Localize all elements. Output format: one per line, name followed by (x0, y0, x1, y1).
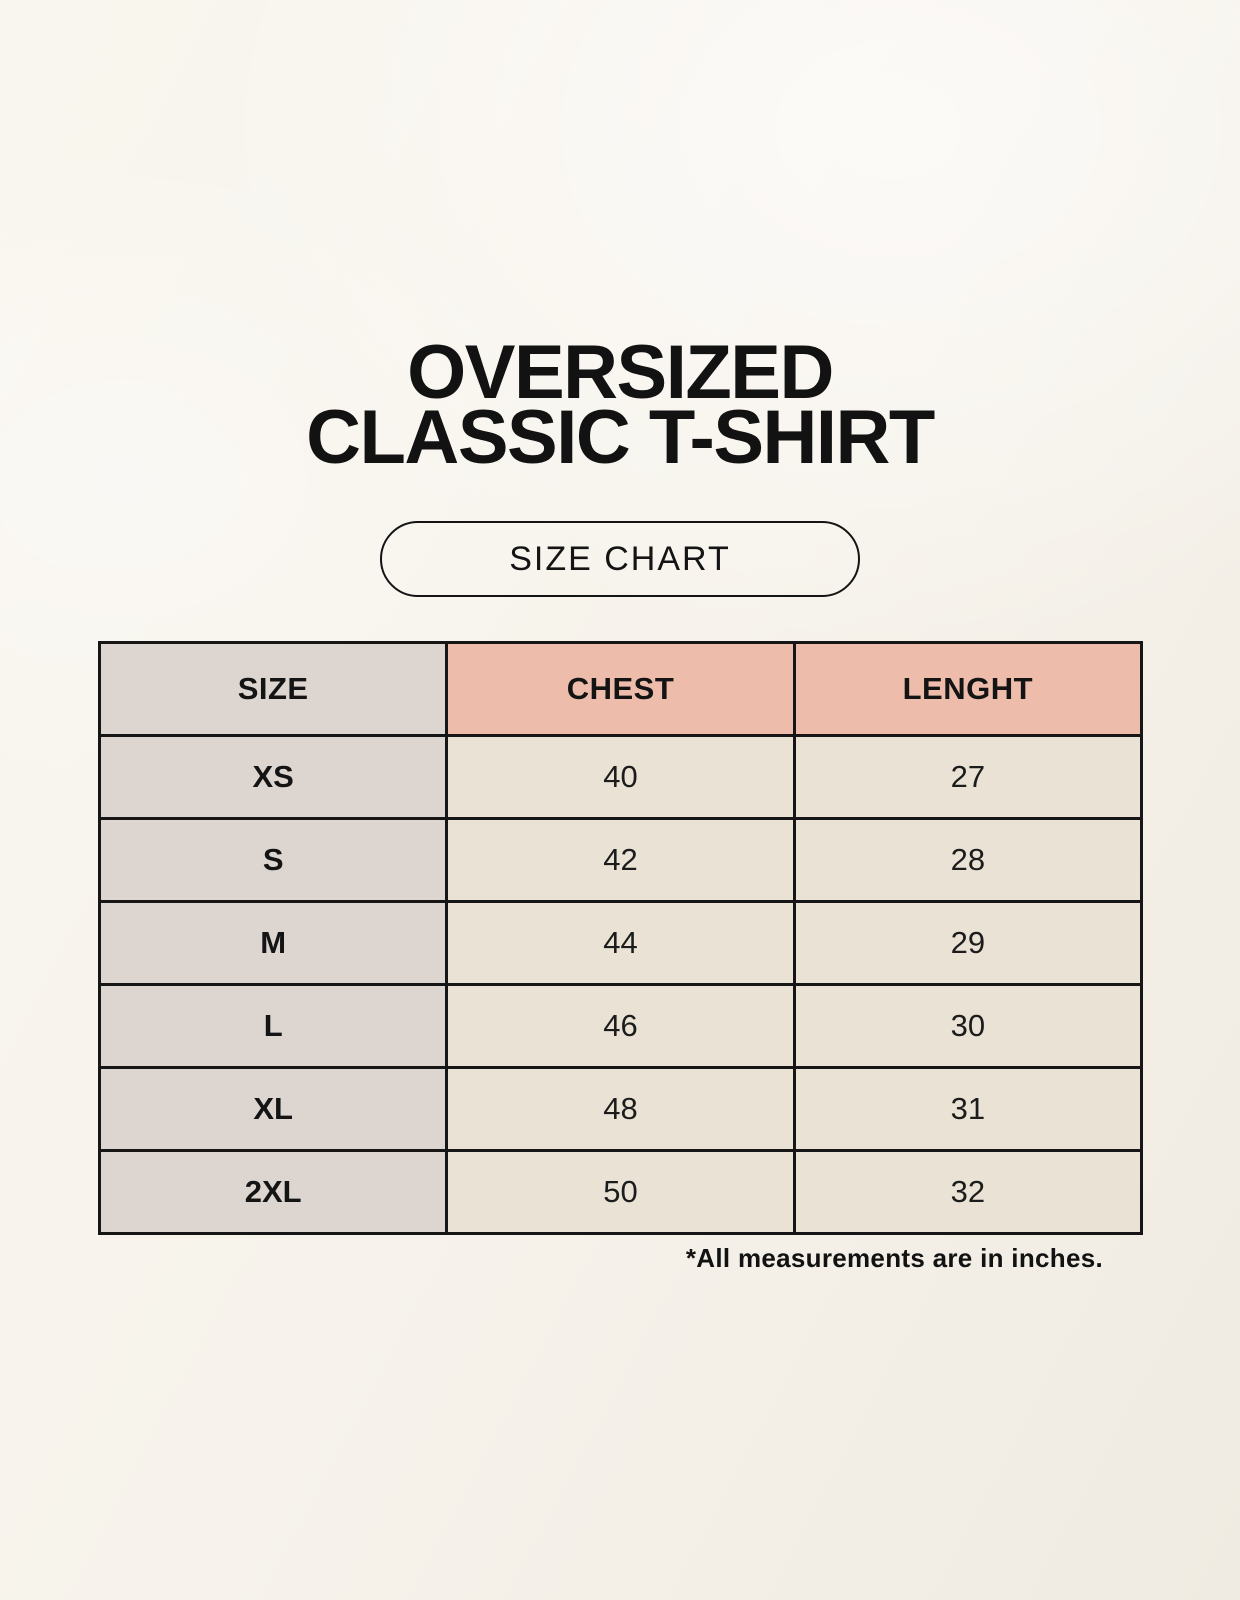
length-value: 28 (792, 817, 1144, 903)
size-label: S (97, 817, 449, 903)
chest-value: 46 (445, 983, 796, 1069)
table-row: 2XL 50 32 (97, 1149, 1144, 1235)
page-title-line-2: CLASSIC T-SHIRT (306, 395, 935, 480)
length-value: 29 (792, 900, 1144, 986)
column-header-size: SIZE (97, 641, 449, 737)
length-value: 32 (792, 1149, 1144, 1235)
size-chart-button-label: SIZE CHART (509, 539, 731, 578)
size-label: L (97, 983, 449, 1069)
length-value: 31 (792, 1066, 1144, 1152)
chest-value: 44 (445, 900, 796, 986)
chest-value: 42 (445, 817, 796, 903)
table-header-row: SIZE CHEST LENGHT (97, 641, 1144, 737)
size-label: XL (97, 1066, 449, 1152)
table-row: S 42 28 (97, 817, 1144, 903)
chest-value: 40 (445, 734, 796, 820)
chest-value: 50 (445, 1149, 796, 1235)
size-label: 2XL (97, 1149, 449, 1235)
page-title: OVERSIZED CLASSIC T-SHIRT (0, 330, 1240, 480)
page-title-line-1: OVERSIZED (407, 330, 834, 415)
column-header-chest: CHEST (445, 641, 796, 737)
size-table: SIZE CHEST LENGHT XS 40 27 S 42 28 M 44 … (97, 641, 1144, 1235)
column-header-length: LENGHT (792, 641, 1144, 737)
measurements-footnote: *All measurements are in inches. (685, 1243, 1103, 1273)
length-value: 27 (792, 734, 1144, 820)
table-row: XL 48 31 (97, 1066, 1144, 1152)
table-row: L 46 30 (97, 983, 1144, 1069)
size-label: M (97, 900, 449, 986)
length-value: 30 (792, 983, 1144, 1069)
table-row: XS 40 27 (97, 734, 1144, 820)
size-label: XS (97, 734, 449, 820)
chest-value: 48 (445, 1066, 796, 1152)
size-chart-button[interactable]: SIZE CHART (380, 521, 860, 597)
table-row: M 44 29 (97, 900, 1144, 986)
